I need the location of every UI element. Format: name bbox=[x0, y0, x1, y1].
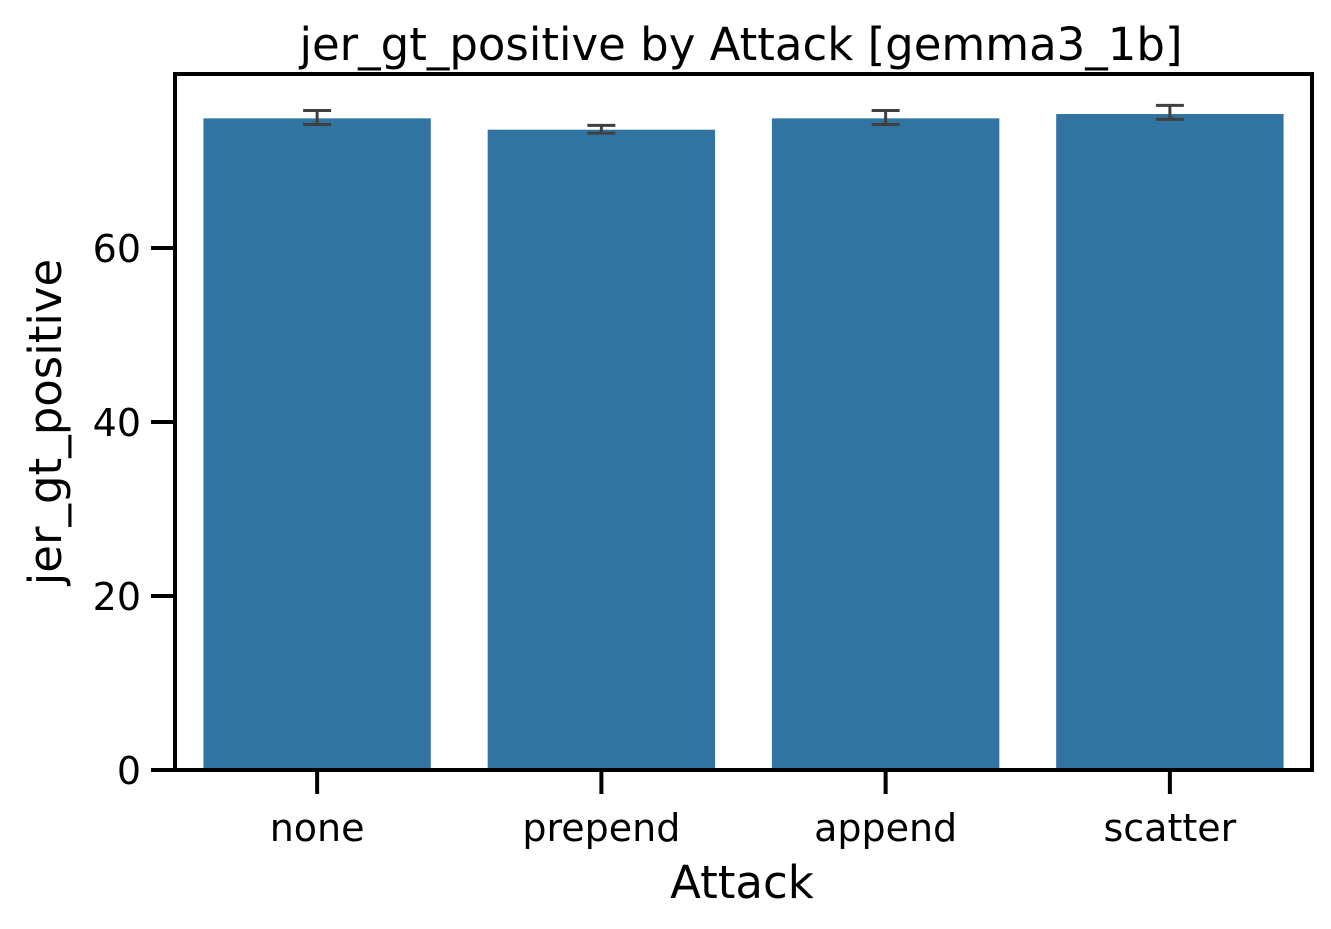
x-tick-label-append: append bbox=[814, 806, 957, 850]
y-axis-ticks: 0 20 40 60 bbox=[93, 227, 175, 793]
x-axis-title: Attack bbox=[670, 856, 814, 909]
bar-scatter bbox=[1056, 114, 1284, 770]
error-bar-append bbox=[871, 109, 900, 126]
y-tick-label-40: 40 bbox=[93, 401, 141, 445]
error-bars-layer bbox=[303, 103, 1184, 135]
chart-title: jer_gt_positive by Attack [gemma3_1b] bbox=[298, 18, 1182, 71]
bar-none bbox=[203, 118, 431, 771]
plot-frame bbox=[173, 72, 1314, 772]
error-bar-prepend bbox=[587, 123, 616, 135]
x-tick-label-none: none bbox=[270, 806, 365, 850]
bars-layer bbox=[203, 114, 1284, 771]
x-tick-label-prepend: prepend bbox=[522, 806, 680, 850]
y-tick-label-60: 60 bbox=[93, 227, 141, 271]
y-tick-label-0: 0 bbox=[117, 749, 141, 793]
bar-append bbox=[771, 118, 1000, 771]
y-tick-label-20: 20 bbox=[93, 575, 141, 619]
y-axis-title: jer_gt_positive bbox=[19, 259, 72, 586]
bar-prepend bbox=[487, 129, 716, 770]
error-bar-none bbox=[303, 109, 332, 126]
x-axis-ticks: none prepend append scatter bbox=[270, 770, 1237, 850]
x-tick-label-scatter: scatter bbox=[1103, 806, 1236, 850]
error-bar-scatter bbox=[1155, 103, 1184, 121]
